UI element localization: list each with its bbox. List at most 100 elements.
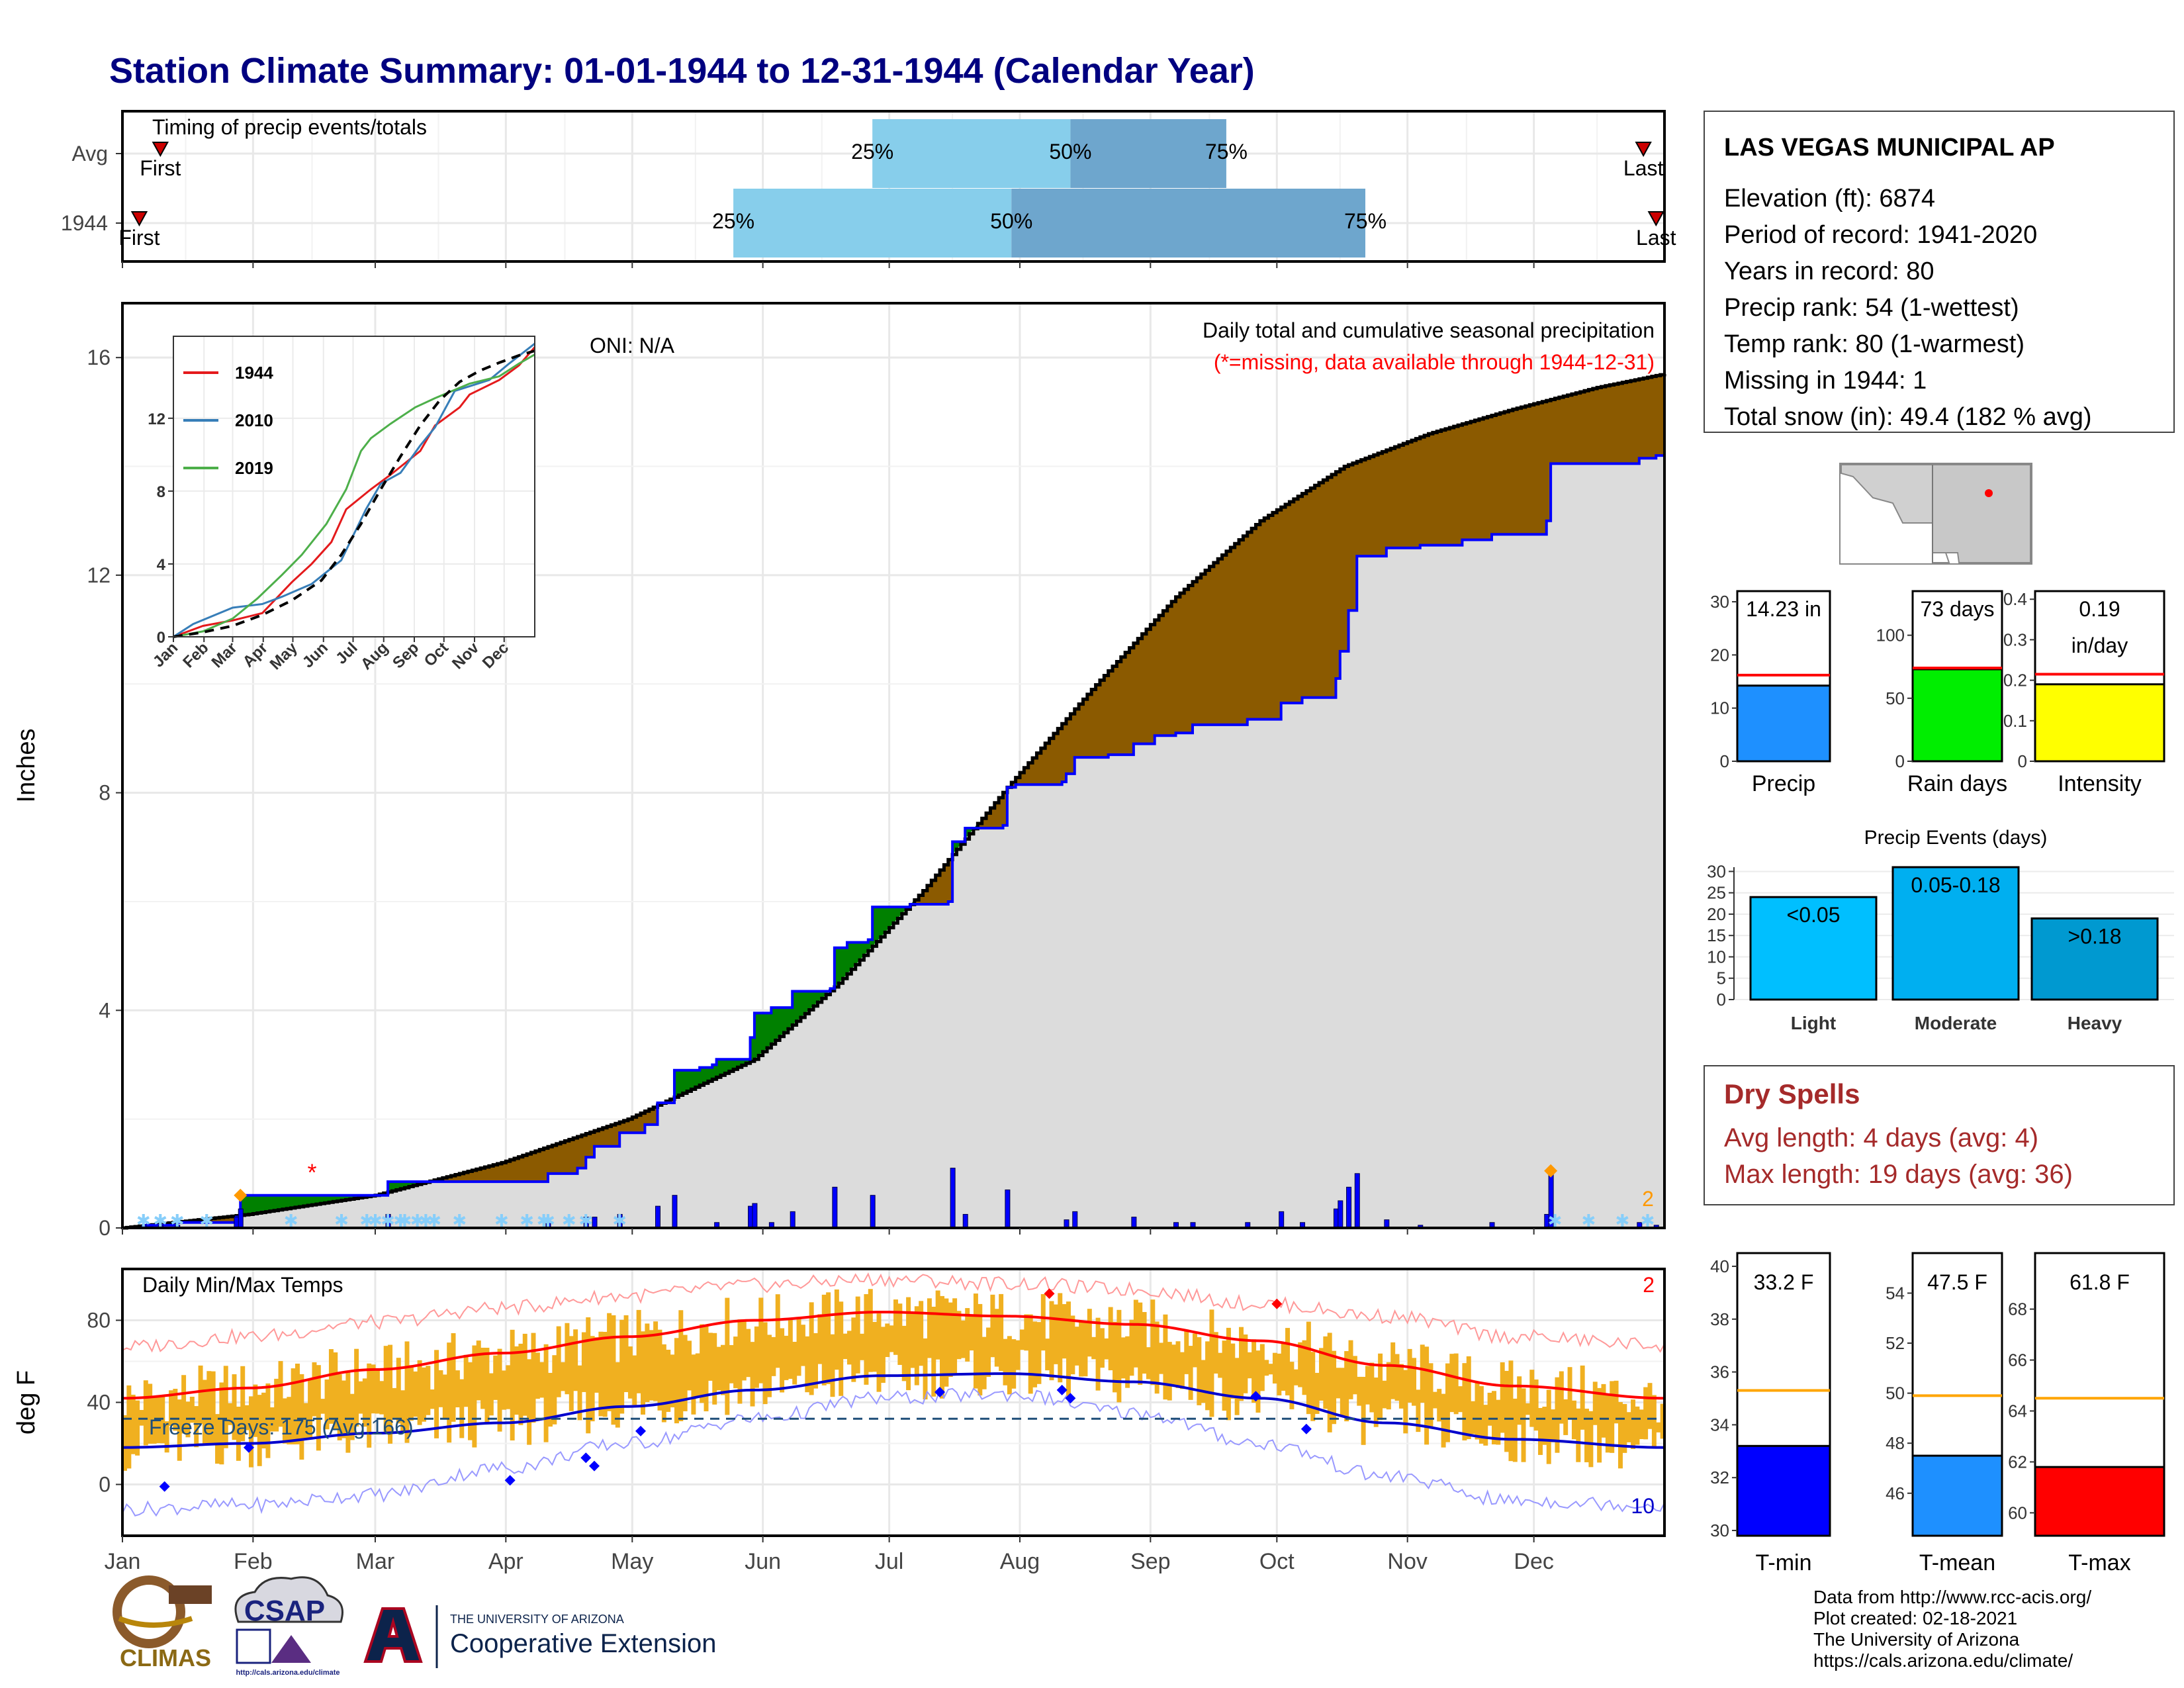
location-map	[1839, 463, 2032, 565]
daily-temp-bar	[1533, 1379, 1539, 1431]
temp-tick-label: 46	[1886, 1483, 1905, 1503]
record-low-marker	[1250, 1391, 1261, 1402]
daily-temp-bar	[1458, 1386, 1463, 1413]
daily-temp-bar	[737, 1319, 743, 1404]
daily-temp-bar	[375, 1368, 380, 1414]
daily-temp-bar	[228, 1403, 233, 1425]
temps-ytick-label: 80	[87, 1309, 111, 1333]
temp-tick-label: 64	[2008, 1401, 2027, 1421]
daily-temp-bar	[1592, 1382, 1598, 1425]
month-label: May	[611, 1549, 653, 1574]
daily-temp-bar	[1622, 1403, 1627, 1453]
month-label: Nov	[1387, 1549, 1427, 1574]
daily-temp-bar	[1327, 1333, 1332, 1432]
daily-temp-bar	[1466, 1356, 1471, 1440]
daily-temp-bar	[952, 1298, 958, 1374]
daily-temp-bar	[278, 1361, 283, 1427]
daily-temp-bar	[1053, 1304, 1058, 1364]
daily-temp-bar	[657, 1329, 662, 1411]
month-label: Sep	[1130, 1549, 1171, 1574]
daily-temp-bar	[678, 1310, 684, 1421]
daily-temp-bar	[1003, 1338, 1008, 1385]
daily-temp-bar	[754, 1326, 759, 1388]
first-marker	[152, 142, 169, 158]
daily-temp-bar	[1007, 1336, 1012, 1395]
daily-temp-bar	[379, 1381, 385, 1415]
daily-temp-bar	[173, 1388, 178, 1431]
daily-temp-bar	[725, 1297, 730, 1415]
temp-tick-label: 52	[1886, 1333, 1905, 1353]
daily-temp-bar	[978, 1303, 983, 1396]
freeze-days-label: Freeze Days: 175 (Avg:166)	[149, 1415, 414, 1439]
daily-temp-bar	[653, 1321, 659, 1401]
temp-tick-label: 68	[2008, 1299, 2027, 1319]
daily-temp-bar	[1255, 1350, 1261, 1413]
daily-precip-bar	[1072, 1211, 1078, 1229]
daily-temp-bar	[581, 1332, 586, 1392]
daily-temp-bar	[611, 1315, 616, 1425]
daily-temp-bar	[1268, 1364, 1273, 1375]
daily-temp-bar	[295, 1363, 300, 1444]
daily-temp-bar	[645, 1323, 650, 1403]
events-tick-label: 0	[1717, 990, 1726, 1009]
footer-line: https://cals.arizona.edu/climate/	[1813, 1650, 2073, 1671]
daily-temp-bar	[561, 1362, 566, 1391]
precip-ytick-label: 4	[99, 998, 111, 1022]
daily-temp-bar	[1462, 1363, 1467, 1440]
dry-title: Dry Spells	[1724, 1078, 1860, 1109]
record-low-marker	[635, 1425, 647, 1436]
daily-temp-bar	[1062, 1304, 1067, 1359]
month-label: Apr	[488, 1549, 523, 1574]
daily-temp-bar	[1226, 1327, 1231, 1421]
daily-precip-bar	[962, 1213, 968, 1229]
daily-temp-bar	[408, 1365, 414, 1421]
daily-temp-bar	[1529, 1370, 1535, 1427]
daily-temp-bar	[1542, 1407, 1547, 1445]
daily-temp-bar	[707, 1333, 713, 1381]
daily-temp-bar	[846, 1331, 852, 1365]
daily-temp-bar	[948, 1302, 953, 1377]
temp-bar-label: T-mean	[1919, 1550, 1995, 1575]
daily-temp-bar	[1610, 1381, 1615, 1453]
events-tick-label: 30	[1707, 861, 1726, 881]
daily-temp-bar	[880, 1327, 886, 1383]
snow-marker: ✱	[136, 1211, 151, 1231]
daily-temp-bar	[1614, 1380, 1619, 1424]
daily-temp-bar	[834, 1289, 839, 1370]
daily-temp-bar	[695, 1353, 700, 1397]
mini-tick-label: 0.4	[2003, 589, 2027, 609]
missing-count: 2	[1642, 1187, 1654, 1211]
daily-temp-bar	[1491, 1391, 1496, 1444]
temp-tick-label: 36	[1710, 1362, 1729, 1382]
temps-ylabel: deg F	[13, 1370, 40, 1434]
daily-temp-bar	[164, 1421, 169, 1453]
inset-frame	[173, 336, 535, 637]
daily-temp-bar	[720, 1344, 725, 1395]
daily-temp-bar	[1576, 1408, 1581, 1462]
record-low-marker	[1065, 1393, 1076, 1404]
daily-temp-bar	[434, 1350, 439, 1438]
mini-tick-label: 0.2	[2003, 671, 2027, 690]
daily-temp-bar	[1508, 1360, 1514, 1462]
station-info-box: LAS VEGAS MUNICIPAL AP Elevation (ft): 68…	[1704, 111, 2175, 433]
missing-day-marker: *	[307, 1159, 316, 1186]
temp-bar	[1911, 1454, 2003, 1537]
daily-temp-bar	[700, 1324, 705, 1403]
year-cumulative-line	[122, 453, 1666, 1229]
inset-series-line	[173, 353, 535, 638]
daily-temp-bar	[1517, 1376, 1522, 1425]
daily-temp-bar	[821, 1294, 827, 1385]
daily-temp-bar	[1365, 1366, 1370, 1405]
daily-temp-bar	[421, 1367, 426, 1422]
daily-temp-bar	[1243, 1334, 1248, 1393]
record-low-marker	[159, 1481, 170, 1492]
daily-temp-bar	[472, 1345, 477, 1448]
record-min-line	[122, 1387, 1665, 1517]
daily-temp-bar	[565, 1323, 570, 1395]
temp-tick-label: 60	[2008, 1503, 2027, 1523]
daily-temp-bar	[1453, 1353, 1459, 1415]
timing-pct-25: 25%	[712, 209, 754, 233]
daily-temp-bar	[627, 1346, 633, 1399]
inset-legend-label: 1944	[235, 363, 273, 383]
daily-temp-bar	[1285, 1328, 1291, 1395]
